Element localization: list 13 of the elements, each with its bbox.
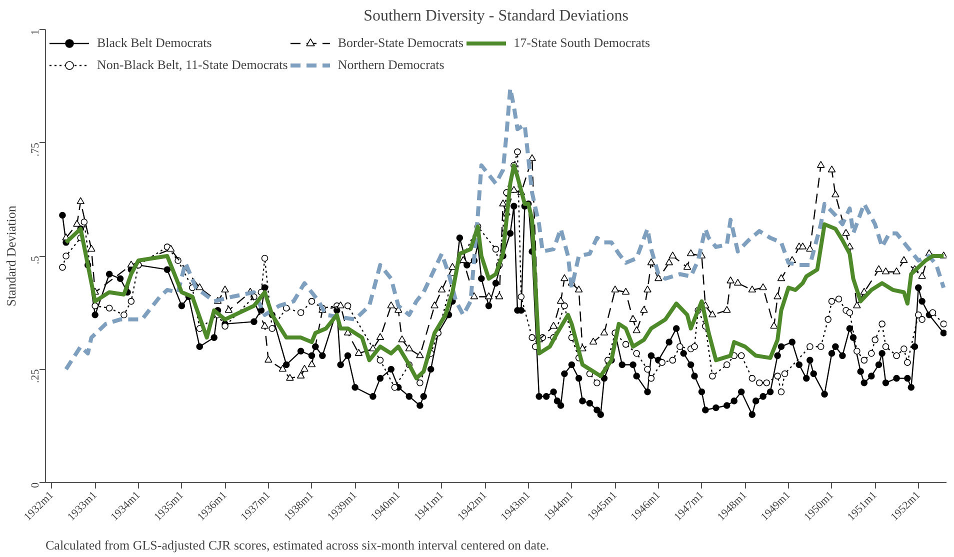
legend-label: Black Belt Democrats: [97, 35, 212, 51]
y-tick-label: .25: [30, 368, 42, 383]
y-tick-label: .5: [30, 256, 42, 264]
chart-title: Southern Diversity - Standard Deviations: [364, 8, 628, 24]
legend-label: 17-State South Democrats: [514, 35, 650, 51]
y-axis-title: Standard Deviation: [4, 205, 18, 306]
y-tick-label: 0: [30, 482, 42, 488]
legend-label: Border-State Democrats: [338, 35, 464, 51]
legend-label: Northern Democrats: [338, 57, 444, 73]
y-tick-label: 1: [30, 30, 42, 35]
y-tick-label: .75: [30, 142, 42, 156]
legend-label: Non-Black Belt, 11-State Democrats: [97, 57, 288, 73]
text: Calculated from GLS-adjusted CJR scores, estimated across six-month interval centered on date.: [46, 538, 550, 552]
